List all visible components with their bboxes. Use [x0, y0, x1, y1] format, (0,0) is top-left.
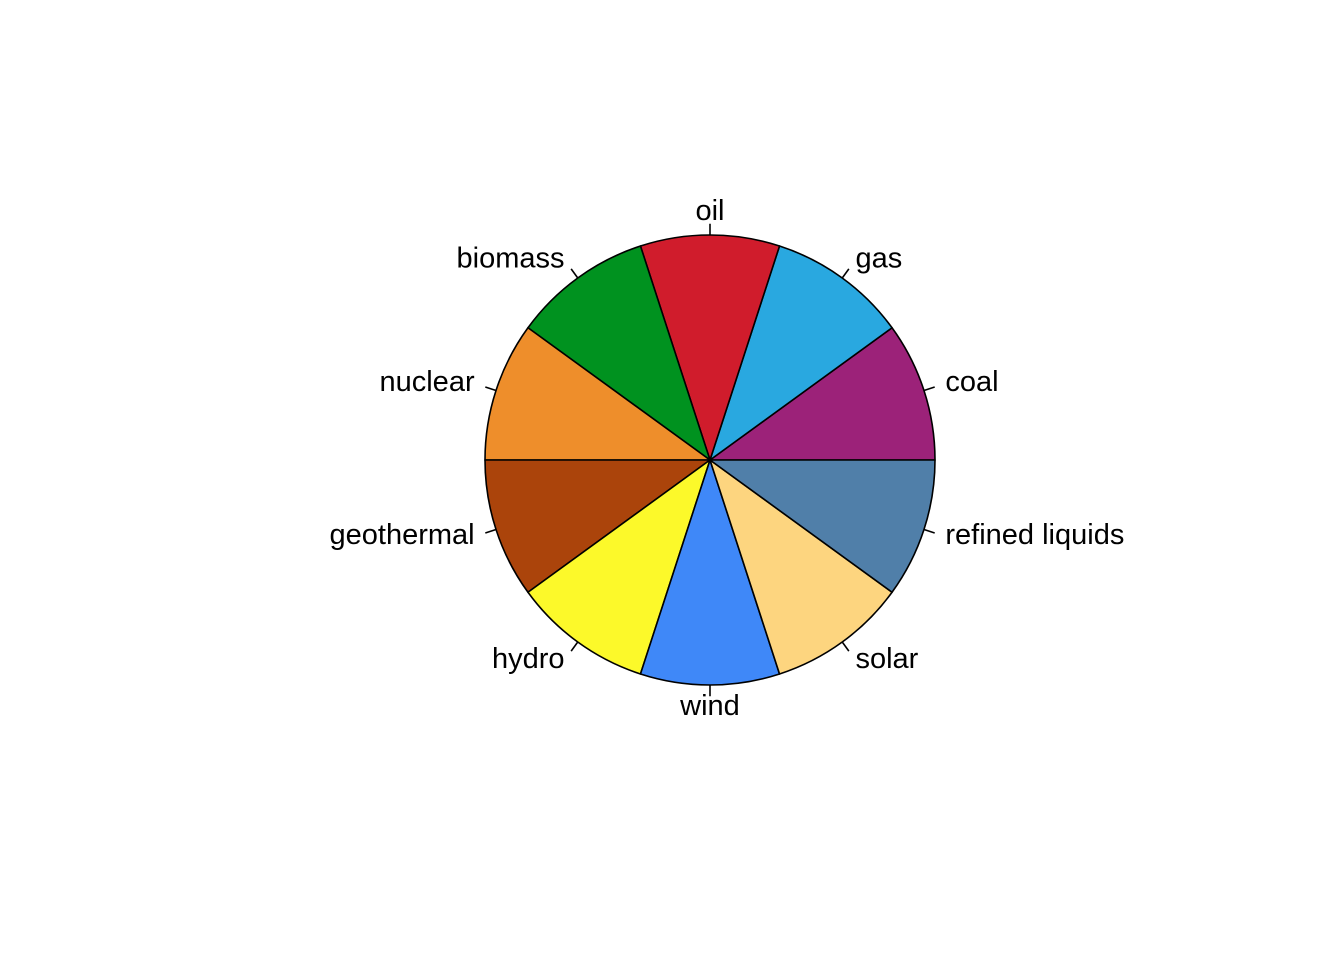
label-biomass: biomass [457, 242, 565, 274]
label-nuclear: nuclear [379, 366, 474, 398]
label-refined-liquids: refined liquids [945, 519, 1124, 551]
label-gas: gas [855, 242, 902, 274]
label-hydro: hydro [492, 643, 565, 675]
slice-refined-liquids [709, 459, 936, 594]
label-wind: wind [679, 690, 740, 722]
label-coal: coal [945, 366, 998, 398]
tick-refined-liquids [923, 528, 935, 534]
label-solar: solar [855, 643, 918, 675]
slice-coal [709, 326, 936, 461]
slice-geothermal [484, 459, 711, 594]
pie-slices [484, 234, 936, 686]
tick-hydro [570, 641, 579, 652]
label-geothermal: geothermal [330, 519, 475, 551]
slice-labels: coal gas oil biomass nuclear geothermal hydro w… [330, 195, 1125, 722]
tick-geothermal [485, 528, 497, 534]
label-oil: oil [695, 195, 724, 227]
tick-solar [841, 641, 850, 652]
tick-nuclear [485, 386, 497, 392]
slice-nuclear [484, 326, 711, 461]
label-ticks [485, 223, 935, 697]
tick-coal [923, 386, 935, 392]
tick-gas [841, 268, 850, 279]
tick-biomass [570, 268, 579, 279]
